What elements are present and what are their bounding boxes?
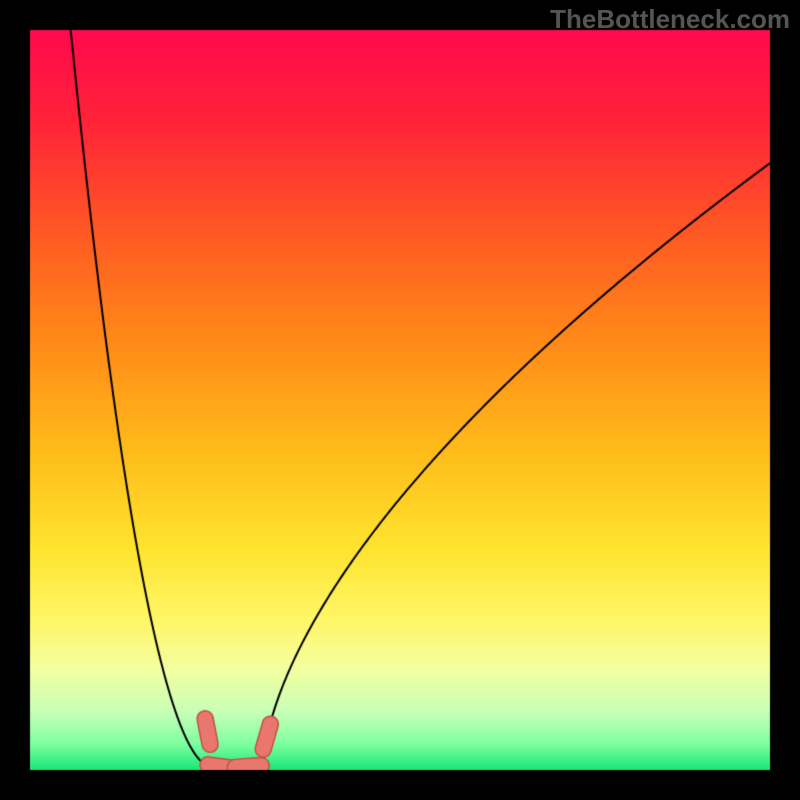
watermark-text: TheBottleneck.com xyxy=(550,4,790,35)
chart-stage: TheBottleneck.com xyxy=(0,0,800,800)
bottleneck-chart-canvas xyxy=(0,0,800,800)
